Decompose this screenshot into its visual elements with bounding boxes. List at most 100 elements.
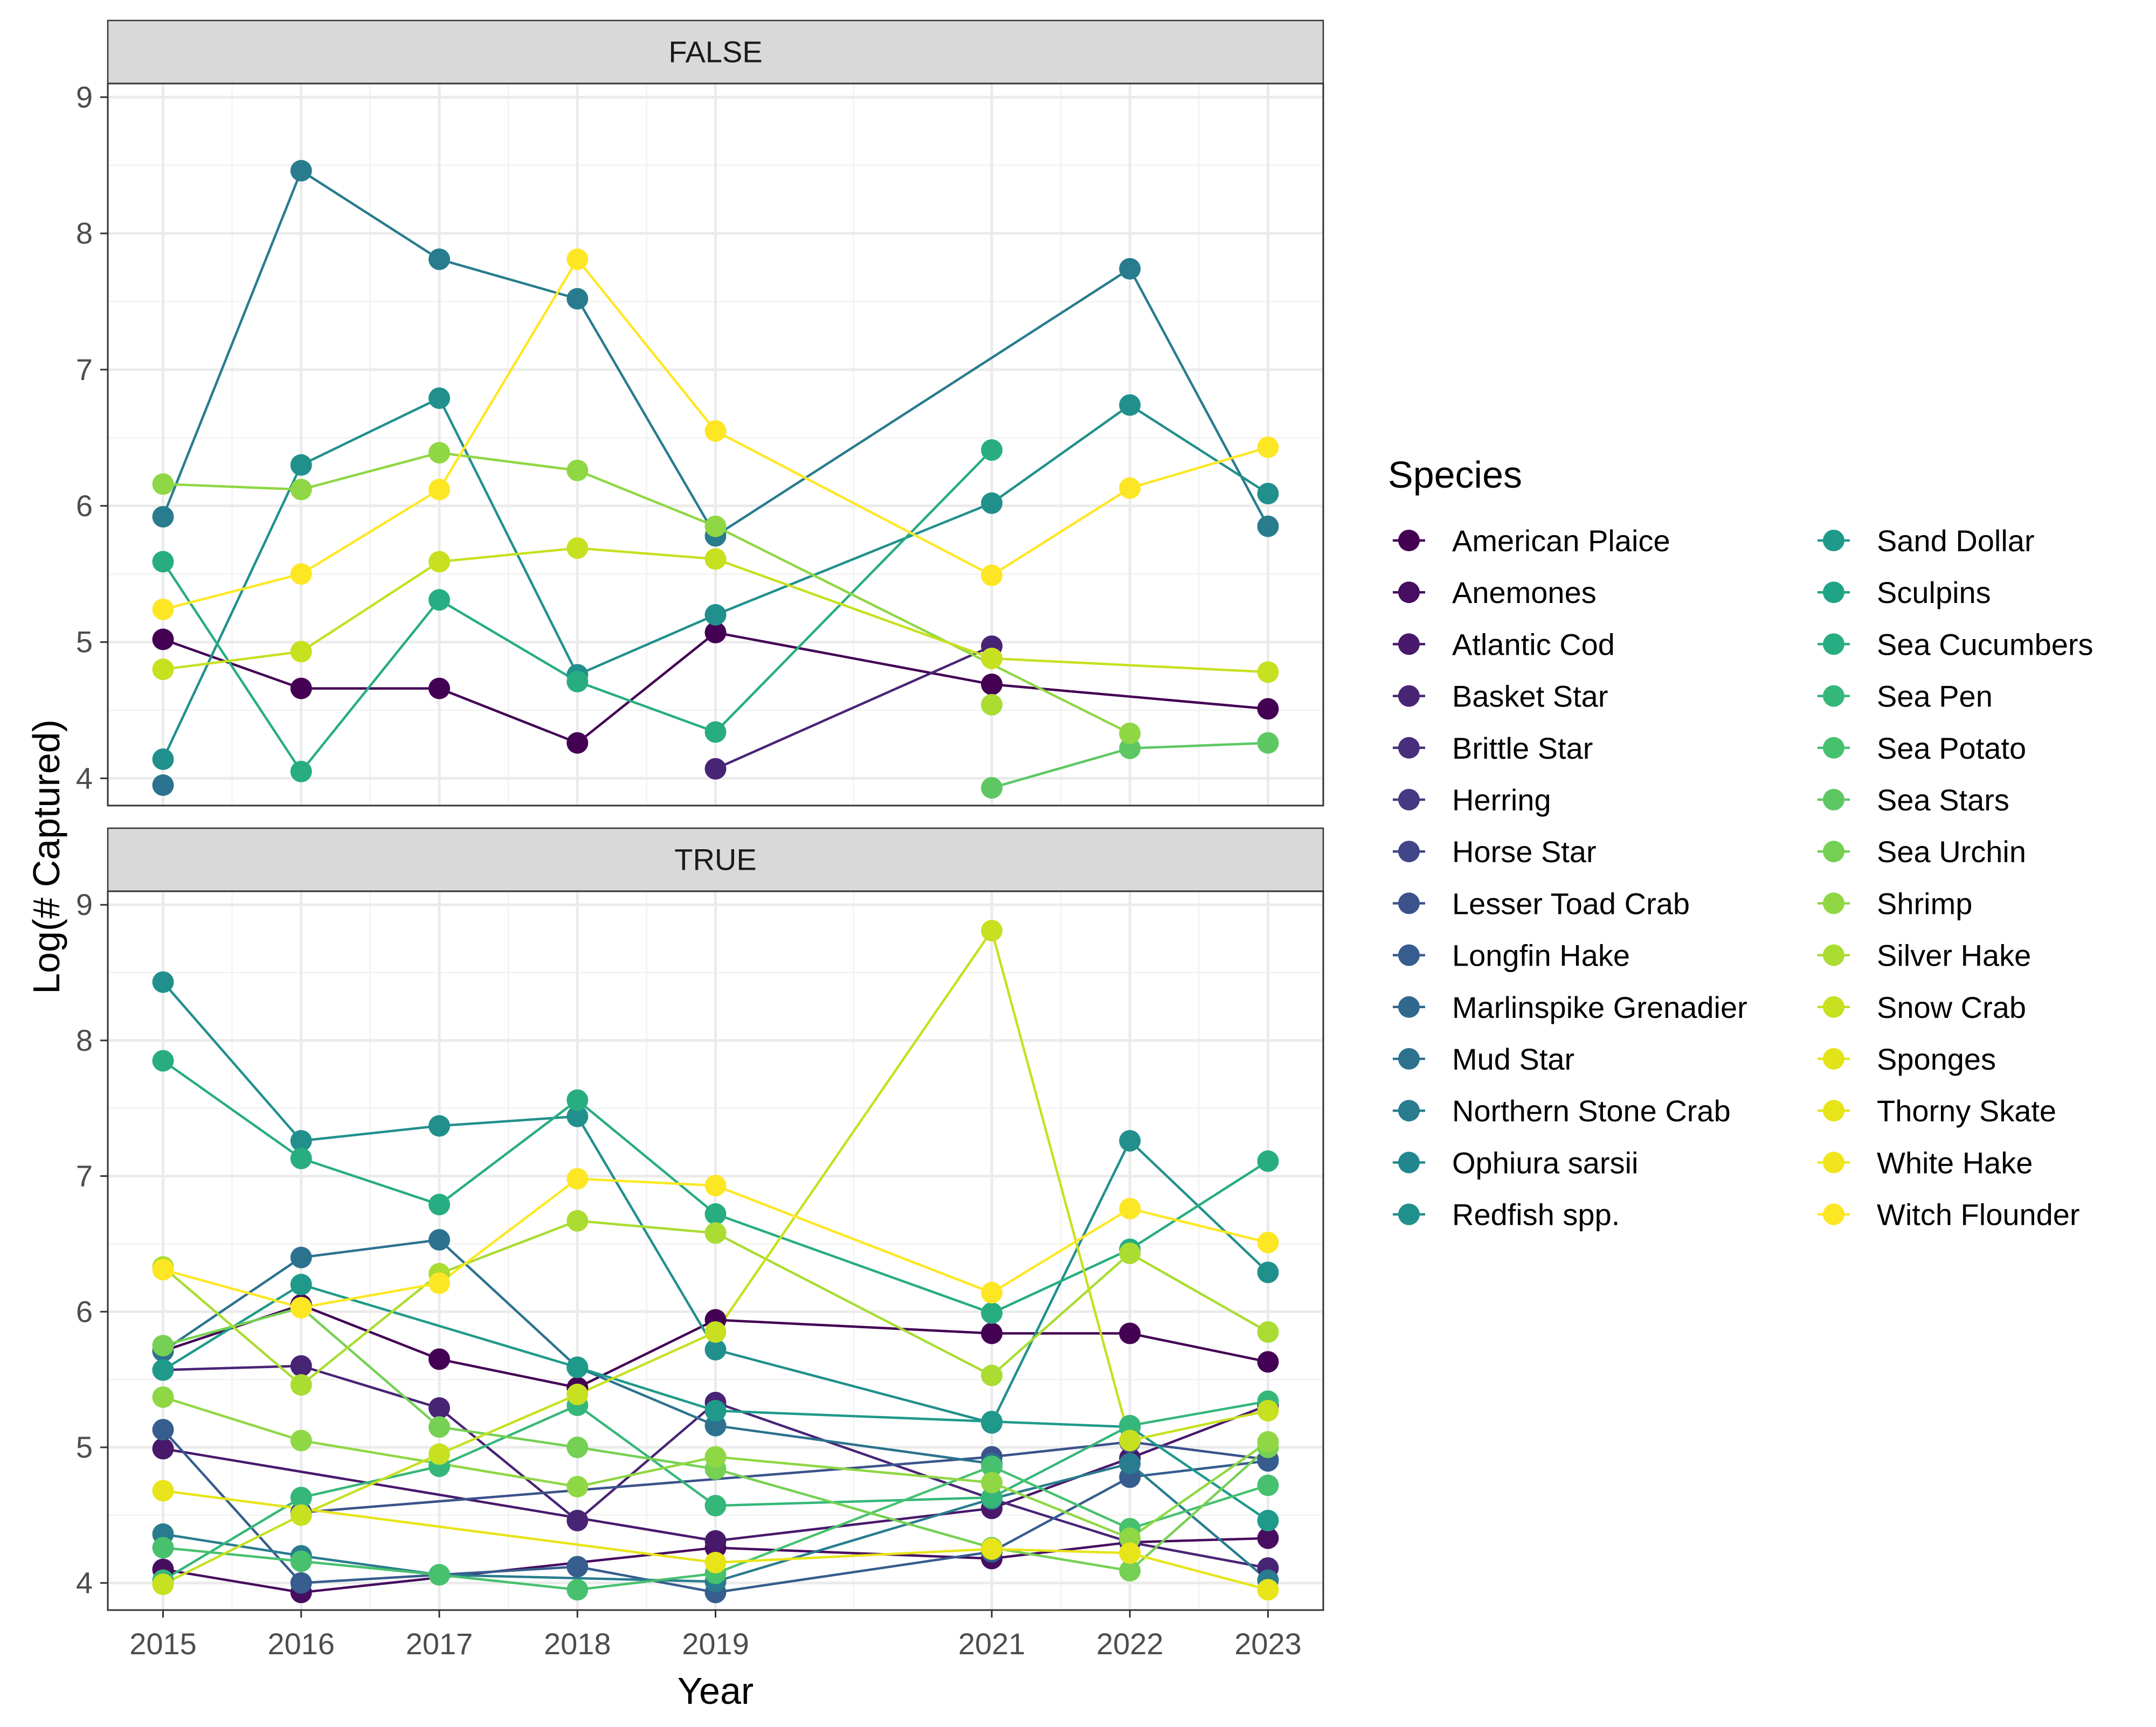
data-point-redfish-spp- [704, 604, 727, 626]
series-line-sea-pen [162, 1400, 1268, 1582]
data-point-sea-cucumbers [290, 760, 312, 782]
legend-label: Horse Star [1452, 835, 1597, 869]
data-point-silver-hake [704, 1222, 727, 1244]
legend-label: Snow Crab [1877, 990, 2026, 1024]
legend-label: Sculpins [1877, 575, 1991, 609]
y-tick-label: 9 [76, 80, 93, 114]
data-point-witch-flounder [704, 420, 727, 442]
legend-item: Sculpins [1818, 575, 1991, 609]
data-point-mud-star [704, 1414, 727, 1437]
y-axis-title: Log(# Captured) [25, 719, 67, 994]
data-point-american-plaice [704, 621, 727, 643]
legend-label: Shrimp [1877, 886, 1972, 920]
legend-key-point [1823, 841, 1844, 863]
legend-key-point [1823, 1152, 1844, 1174]
series-line-anemones [163, 1537, 1268, 1594]
data-point-redfish-spp- [566, 1105, 589, 1127]
data-point-silver-hake [566, 1210, 589, 1232]
legend-item: Shrimp [1818, 886, 1972, 920]
series-line-snow-crab [162, 929, 1268, 1586]
data-point-american-plaice [429, 677, 450, 699]
data-point-silver-hake [981, 693, 1003, 716]
legend-label: Brittle Star [1452, 731, 1593, 765]
data-point-sand-dollar [1257, 1509, 1279, 1531]
data-point-thorny-skate [1257, 1579, 1279, 1601]
data-point-snow-crab [1257, 661, 1279, 683]
legend-item: Anemones [1393, 575, 1597, 609]
legend-item: Snow Crab [1818, 990, 2026, 1024]
legend-label: Longfin Hake [1452, 939, 1630, 973]
data-point-shrimp [290, 478, 312, 501]
data-point-witch-flounder [1257, 1231, 1279, 1253]
y-tick-label: 8 [76, 1023, 93, 1057]
legend-item: Sea Potato [1818, 731, 2026, 765]
data-point-sand-dollar [981, 1411, 1003, 1433]
legend-item: Brittle Star [1393, 731, 1593, 765]
legend: Species American Plaice Anemones Atlantic C… [1388, 454, 2093, 1232]
data-point-northern-stone-crab [1257, 515, 1279, 537]
data-point-american-plaice [1119, 1322, 1141, 1344]
data-point-thorny-skate [981, 1538, 1003, 1560]
legend-label: Sponges [1877, 1042, 1996, 1076]
data-point-sea-cucumbers [429, 1194, 450, 1216]
data-point-snow-crab [152, 1573, 174, 1596]
legend-item: Herring [1393, 783, 1551, 817]
data-point-snow-crab [290, 641, 312, 663]
legend-key-point [1823, 789, 1844, 810]
data-point-sea-pen [1119, 1414, 1141, 1437]
data-point-redfish-spp- [290, 454, 312, 476]
y-tick-label: 5 [76, 625, 93, 659]
y-tick-label: 8 [76, 216, 93, 250]
data-point-witch-flounder [429, 478, 450, 501]
legend-key-point [1398, 944, 1420, 966]
data-point-mud-star [290, 1246, 312, 1268]
data-point-basket-star [704, 758, 727, 780]
data-point-sea-cucumbers [152, 551, 174, 573]
legend-label: Witch Flounder [1877, 1198, 2080, 1232]
data-point-sea-cucumbers [704, 721, 727, 743]
series-line-redfish-spp- [162, 397, 1269, 760]
facet-strip-label: TRUE [674, 843, 756, 877]
data-point-shrimp [704, 515, 727, 537]
panel-true: TRUE 4 5 6 7 8 9 [76, 827, 1324, 1611]
legend-label: Silver Hake [1877, 939, 2031, 973]
data-point-silver-hake [290, 1374, 312, 1396]
y-tick-label: 6 [76, 489, 93, 523]
legend-label: Atlantic Cod [1452, 627, 1615, 661]
data-point-shrimp [290, 1430, 312, 1452]
legend-key-point [1398, 996, 1420, 1018]
data-point-snow-crab [290, 1504, 312, 1526]
data-point-sea-potato [429, 1564, 450, 1586]
data-point-snow-crab [429, 1443, 450, 1465]
legend-label: Herring [1452, 783, 1551, 817]
data-point-sea-potato [290, 1550, 312, 1572]
x-tick-label: 2018 [544, 1627, 611, 1661]
data-point-sea-potato [981, 1455, 1003, 1478]
legend-key-point [1398, 737, 1420, 759]
data-point-american-plaice [429, 1348, 450, 1370]
data-point-american-plaice [1257, 698, 1279, 720]
data-point-snow-crab [429, 551, 450, 573]
data-point-sand-dollar [704, 1400, 727, 1422]
data-point-sand-dollar [566, 1356, 589, 1378]
legend-item: White Hake [1818, 1146, 2033, 1180]
legend-key-point [1823, 633, 1844, 655]
legend-key-point [1398, 530, 1420, 551]
series-line-sea-cucumbers [162, 1059, 1269, 1315]
data-point-snow-crab [981, 647, 1003, 669]
data-point-shrimp [981, 1472, 1003, 1494]
data-point-sea-cucumbers [1257, 1150, 1279, 1172]
legend-key-point [1823, 737, 1844, 759]
data-point-witch-flounder [1119, 477, 1141, 499]
legend-item: Witch Flounder [1818, 1198, 2080, 1232]
data-point-sea-stars [1257, 732, 1279, 754]
series-line-witch-flounder [162, 258, 1269, 611]
data-point-sea-potato [152, 1537, 174, 1559]
legend-key-point [1398, 841, 1420, 863]
data-point-northern-stone-crab [290, 159, 312, 182]
legend-item: Thorny Skate [1818, 1094, 2056, 1128]
data-point-sea-cucumbers [152, 1050, 174, 1072]
legend-label: Basket Star [1452, 679, 1608, 713]
